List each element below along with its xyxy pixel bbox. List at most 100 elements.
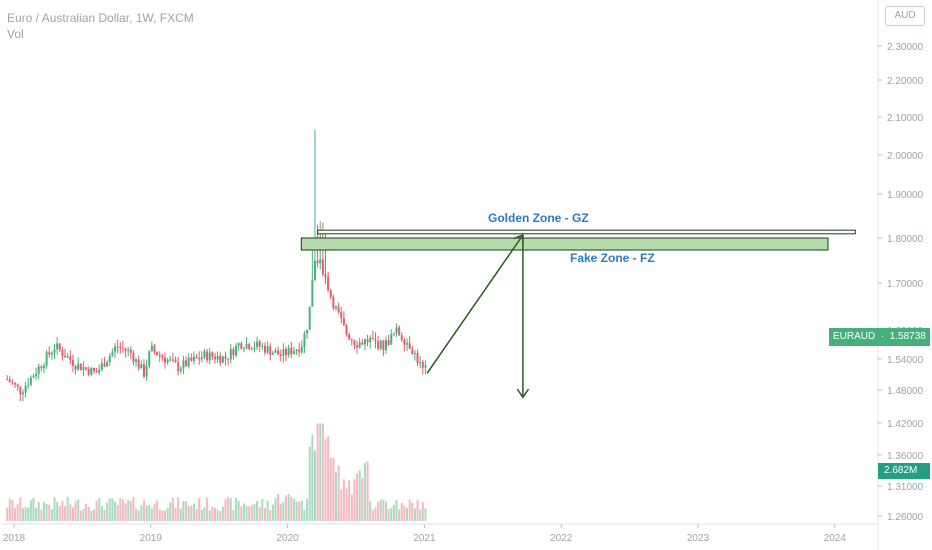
candle-body [256,341,259,348]
candle-body [400,335,403,340]
volume-bar [77,499,80,521]
volume-bar [353,479,356,521]
volume-bar [19,497,22,521]
volume-bar [340,489,343,521]
candle-body [319,259,322,264]
volume-bar [253,503,256,521]
volume-bar [195,509,198,521]
candle-body [37,366,40,374]
candle-body [290,347,293,355]
volume-bar [277,493,280,521]
volume-bar [124,503,127,521]
candle-body [42,365,45,369]
candle-body [237,343,240,346]
volume-bar [58,505,61,521]
volume-bar [16,504,19,521]
volume-bar [287,493,290,521]
candle-body [340,312,343,319]
candle-body [145,366,148,377]
price-tick-label: 1.70000 [887,279,924,290]
candle-body [248,343,251,350]
candle-body [263,345,266,353]
candle-body [356,345,359,348]
volume-bar [345,488,348,521]
candle-body [303,333,306,348]
candle-body [258,341,261,347]
candle-body [77,363,80,370]
volume-bar [316,423,319,521]
volume-bar [379,499,382,521]
volume-bar [213,507,216,521]
candle-body [271,352,274,355]
candle-body [64,355,67,358]
candle-body [177,362,180,372]
volume-bar [237,501,240,521]
volume-bar [90,510,93,521]
candle-body [279,354,282,356]
candle-body [398,327,401,336]
volume-bar [290,496,293,521]
candle-body [361,342,364,345]
volume-bar [263,507,266,521]
candle-body [377,341,380,349]
volume-bar [82,508,85,521]
down-arrow-head [516,388,530,399]
volume-bar [279,503,282,521]
price-separator: · [878,331,887,342]
candle-body [337,306,340,313]
candle-body [14,382,17,385]
candle-body [56,343,59,350]
candle-body [142,364,145,377]
golden-zone-label: Golden Zone - GZ [488,211,589,225]
volume-bar [27,507,30,521]
volume-bar [171,497,174,521]
volume-bar [292,498,295,521]
volume-bar [419,509,422,521]
volume-bar [224,498,227,521]
volume-bar [156,500,159,521]
volume-bar [300,500,303,521]
volume-bar [142,500,145,521]
candle-body [366,339,369,343]
candle-body [311,279,314,307]
candle-body [382,340,385,351]
volume-bar [395,500,398,521]
volume-bar [45,504,48,521]
candle-body [213,356,216,360]
candle-body [53,349,56,353]
candle-body [8,379,11,383]
symbol-text: EURAUD [833,331,876,342]
candle-body [135,359,138,362]
currency-button[interactable]: AUD [885,6,925,26]
candle-body [98,369,101,373]
candle-body [224,356,227,359]
golden-zone-box [317,229,856,235]
candle-body [90,368,93,375]
candle-body [219,356,222,363]
volume-bar [342,479,345,521]
volume-bar [74,501,77,521]
volume-bar [35,507,38,521]
volume-indicator-label[interactable]: Vol [7,27,24,41]
candle-body [335,306,338,309]
candle-body [332,297,335,309]
volume-bar [164,510,167,521]
candle-body [211,352,214,357]
volume-bar [137,510,140,521]
candle-body [269,346,272,355]
candle-body [206,351,209,361]
candle-body [221,356,224,363]
volume-bar [187,506,190,521]
candle-body [348,334,351,340]
candle-body [232,349,235,356]
volume-bar [48,504,51,521]
candle-body [29,377,32,386]
volume-bar [61,500,64,521]
candle-body [358,342,361,348]
candle-body [353,340,356,346]
candle-body [106,362,109,367]
volume-bar [11,500,14,521]
volume-bar [150,508,153,521]
volume-bar [190,505,193,521]
